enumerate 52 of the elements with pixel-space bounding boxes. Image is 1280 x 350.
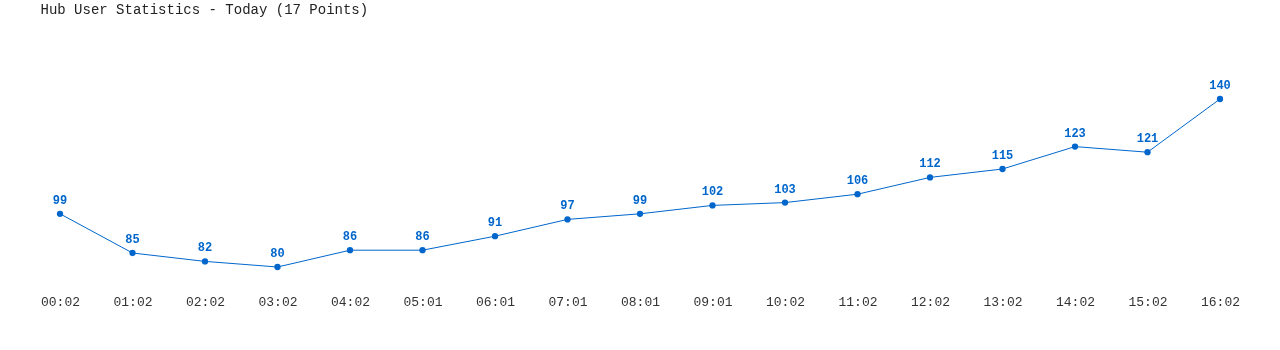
- x-tick-label: 09:01: [693, 294, 733, 310]
- data-label: 80: [270, 247, 285, 261]
- point: [854, 191, 861, 198]
- data-label: 99: [52, 193, 68, 208]
- point: [926, 174, 934, 181]
- data-label: 112: [919, 157, 941, 172]
- point: [346, 247, 354, 254]
- point: [1144, 149, 1151, 156]
- point: [491, 233, 499, 240]
- x-tick-label: 05:01: [403, 294, 443, 310]
- point: [1071, 143, 1079, 150]
- point: [1216, 95, 1224, 103]
- data-label: 82: [197, 241, 213, 256]
- data-label: 121: [1136, 132, 1159, 147]
- data-label: 140: [1209, 79, 1231, 93]
- data-label: 115: [991, 149, 1014, 163]
- data-label: 103: [774, 182, 796, 197]
- data-label: 102: [701, 185, 724, 200]
- x-tick-label: 10:02: [765, 294, 806, 310]
- x-tick-label: 11:02: [838, 294, 878, 310]
- data-label: 85: [125, 233, 140, 247]
- x-tick-label: 16:02: [1200, 294, 1241, 310]
- x-tick-label: 03:02: [258, 294, 298, 310]
- data-label: 91: [487, 216, 503, 231]
- x-tick-label: 07:01: [548, 294, 588, 310]
- chart-title: Hub User Statistics - Today (17 Points): [40, 2, 369, 18]
- x-tick-label: 12:02: [910, 294, 951, 310]
- point: [709, 202, 716, 209]
- point: [564, 216, 571, 223]
- data-label: 86: [342, 230, 358, 245]
- point: [129, 249, 136, 257]
- data-label: 97: [560, 199, 575, 214]
- x-tick-label: 14:02: [1055, 294, 1096, 310]
- x-tick-label: 13:02: [983, 294, 1023, 310]
- point: [56, 210, 64, 217]
- point: [999, 165, 1006, 173]
- point: [636, 210, 644, 217]
- point: [274, 263, 281, 271]
- point: [781, 199, 789, 206]
- point: [201, 258, 209, 265]
- data-label: 123: [1064, 126, 1086, 141]
- point: [419, 247, 426, 254]
- data-label: 86: [415, 230, 430, 245]
- data-label: 99: [632, 193, 648, 208]
- data-label: 106: [846, 174, 869, 189]
- x-tick-label: 06:01: [475, 294, 516, 310]
- x-tick-label: 15:02: [1128, 294, 1168, 310]
- x-tick-label: 08:01: [620, 294, 661, 310]
- x-tick-label: 00:02: [40, 294, 81, 310]
- x-tick-label: 01:02: [113, 294, 153, 310]
- x-tick-label: 02:02: [185, 294, 226, 310]
- x-tick-label: 04:02: [330, 294, 371, 310]
